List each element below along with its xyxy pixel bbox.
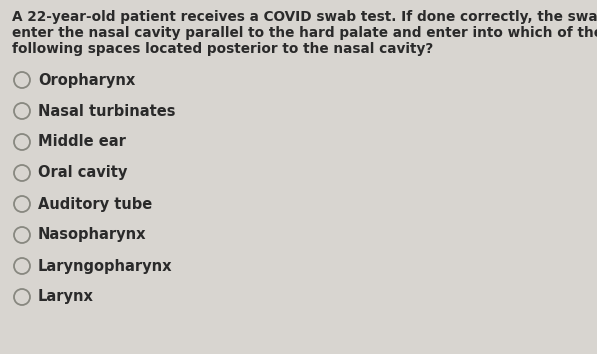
Text: Middle ear: Middle ear [38, 135, 126, 149]
Text: enter the nasal cavity parallel to the hard palate and enter into which of the: enter the nasal cavity parallel to the h… [12, 26, 597, 40]
Text: Auditory tube: Auditory tube [38, 196, 152, 211]
Text: following spaces located posterior to the nasal cavity?: following spaces located posterior to th… [12, 42, 433, 56]
Text: A 22-year-old patient receives a COVID swab test. If done correctly, the swab sh: A 22-year-old patient receives a COVID s… [12, 10, 597, 24]
Text: Oral cavity: Oral cavity [38, 166, 127, 181]
Text: Nasopharynx: Nasopharynx [38, 228, 146, 242]
Text: Oropharynx: Oropharynx [38, 73, 136, 87]
Text: Larynx: Larynx [38, 290, 94, 304]
Text: Nasal turbinates: Nasal turbinates [38, 103, 176, 119]
Text: Laryngopharynx: Laryngopharynx [38, 258, 173, 274]
